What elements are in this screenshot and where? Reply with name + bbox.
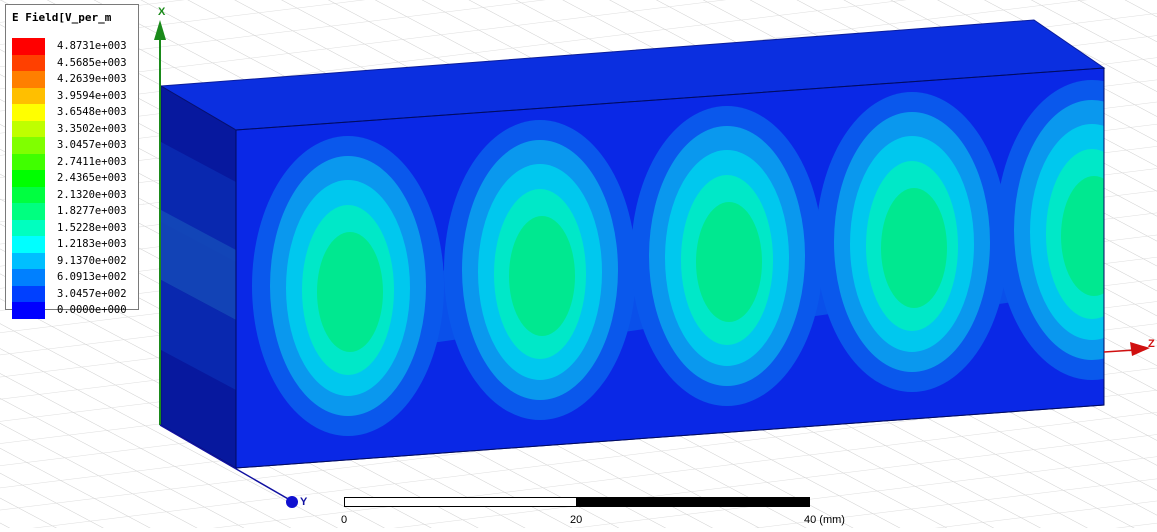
legend-swatch [12, 153, 45, 170]
legend-entry: 4.5685e+003 [12, 54, 136, 71]
z-axis-line [1103, 349, 1136, 353]
legend-swatch [12, 186, 45, 203]
legend-swatch [12, 236, 45, 253]
x-axis-arrow [154, 20, 166, 40]
legend-entry: 3.3502e+003 [12, 120, 136, 137]
legend-value: 3.0457e+003 [57, 139, 127, 151]
legend-value: 0.0000e+000 [57, 304, 127, 316]
legend-value: 4.8731e+003 [57, 40, 127, 52]
legend-value: 3.0457e+002 [57, 287, 127, 300]
legend-entry: 3.0457e+002 [12, 285, 136, 302]
legend-entry: 4.8731e+003 [12, 38, 136, 55]
legend-swatch [12, 170, 45, 187]
legend-swatch [12, 285, 45, 302]
legend-swatch [12, 219, 45, 236]
legend-value: 3.9594e+003 [57, 89, 127, 102]
legend-swatch [12, 137, 45, 154]
legend-swatch [12, 120, 45, 137]
field-lobe-1 [252, 136, 444, 436]
legend-entry: 4.2639e+003 [12, 71, 136, 88]
scale-bar [344, 495, 810, 509]
scale-bar-black-segment [577, 497, 810, 507]
y-axis-label: Y [300, 496, 308, 508]
legend-swatch [12, 302, 45, 319]
legend-entry: 1.5228e+003 [12, 219, 136, 236]
legend-entry: 2.4365e+003 [12, 170, 136, 187]
legend-entry: 1.2183e+003 [12, 236, 136, 253]
box-edges [235, 67, 1105, 469]
legend-value: 1.8277e+003 [57, 205, 127, 217]
legend-value: 4.5685e+003 [57, 56, 127, 69]
y-axis-marker [286, 496, 298, 508]
legend-value: 1.5228e+003 [57, 221, 127, 234]
legend-entry: 3.9594e+003 [12, 87, 136, 104]
legend-value: 3.6548e+003 [57, 106, 127, 118]
legend-value: 6.0913e+002 [57, 271, 127, 283]
scale-label-20: 20 [570, 514, 583, 526]
color-legend[interactable]: E Field[V_per_m 4.8731e+003 4.5685e+003 4.… [5, 4, 139, 319]
legend-swatch [12, 87, 45, 104]
legend-value: 3.3502e+003 [57, 122, 127, 135]
legend-value: 2.4365e+003 [57, 172, 127, 184]
field-contours [252, 80, 1104, 436]
legend-entry: 2.1320e+003 [12, 186, 136, 203]
y-axis-line [159, 424, 291, 501]
legend-swatch [12, 38, 45, 55]
scale-label-40: 40 (mm) [804, 514, 845, 526]
legend-swatch [12, 252, 45, 269]
z-axis-label: Z [1148, 338, 1155, 350]
legend-entry: 3.6548e+003 [12, 104, 136, 121]
field-lobe-4 [816, 92, 1008, 392]
legend-swatch [12, 269, 45, 286]
legend-value: 4.2639e+003 [57, 73, 127, 85]
legend-entry: 6.0913e+002 [12, 269, 136, 286]
legend-swatch [12, 71, 45, 88]
z-axis-arrow [1130, 342, 1150, 356]
legend-entry: 0.0000e+000 [12, 302, 136, 319]
legend-swatch [12, 203, 45, 220]
scale-label-0: 0 [341, 514, 348, 526]
x-axis-label: X [158, 6, 166, 18]
field-lobe-2 [444, 120, 636, 420]
field-lobe-5 [996, 80, 1104, 380]
side-face-band [161, 280, 236, 390]
side-face-band [161, 210, 236, 320]
legend-value: 2.7411e+003 [57, 155, 127, 168]
legend-value: 9.1370e+002 [57, 254, 127, 267]
legend-entry: 3.0457e+003 [12, 137, 136, 154]
legend-swatch [12, 54, 45, 71]
legend-swatch [12, 104, 45, 121]
legend-value: 2.1320e+003 [57, 188, 127, 201]
field-lobe-3 [631, 106, 823, 406]
legend-entry: 2.7411e+003 [12, 153, 136, 170]
legend-entry: 9.1370e+002 [12, 252, 136, 269]
legend-value: 1.2183e+003 [57, 238, 127, 250]
scale-bar-white-segment [344, 497, 577, 507]
legend-entry: 1.8277e+003 [12, 203, 136, 220]
legend-title: E Field[V_per_m [12, 11, 112, 24]
